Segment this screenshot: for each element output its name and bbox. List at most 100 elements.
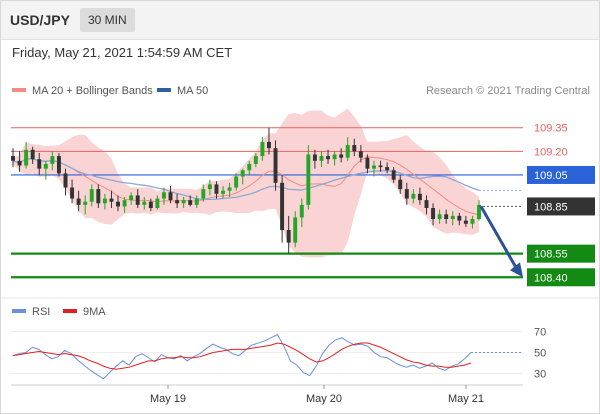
symbol-title: USD/JPY (10, 12, 70, 28)
candle-body (372, 165, 376, 169)
candle-body (280, 182, 285, 231)
legend-ma50: MA 50 (157, 85, 208, 97)
candle-body (404, 189, 409, 199)
candle-body (221, 190, 225, 194)
candle-body (11, 156, 15, 161)
candle-body (175, 200, 180, 204)
candle-body (37, 159, 42, 169)
candle-body (299, 204, 304, 218)
candle-body (181, 200, 186, 204)
price-label-109-05-box (527, 165, 595, 184)
legend-ma20: MA 20 + Bollinger Bands (12, 85, 153, 97)
timeframe-button[interactable]: 30 MIN (80, 8, 135, 32)
legend-9ma: 9MA (63, 306, 106, 318)
candle-body (293, 217, 298, 243)
candle-body (83, 201, 88, 205)
candle-body (391, 170, 396, 180)
candle-body (431, 208, 436, 220)
ma20-line (12, 156, 480, 215)
rsi-series-9ma (12, 342, 472, 370)
price-label-109-35: 109.35 (534, 123, 568, 135)
rsi-tick-70: 70 (534, 327, 546, 339)
x-tick-label: May 21 (448, 393, 484, 405)
candle-body (56, 156, 61, 174)
candle-body (424, 200, 429, 209)
candle-body (96, 189, 101, 204)
candle-body (385, 167, 390, 171)
candle-body (155, 198, 160, 209)
candle-body (234, 176, 239, 188)
candle-body (332, 154, 337, 160)
timestamp: Friday, May 21, 2021 1:54:59 AM CET (12, 45, 233, 60)
candle-body (378, 165, 383, 168)
legend-ma20-label: MA 20 + Bollinger Bands (32, 85, 153, 97)
price-label-108-40-box (527, 268, 595, 287)
candle-body (24, 149, 29, 166)
x-tick-label: May 20 (306, 393, 342, 405)
candle-body (129, 195, 134, 201)
candle-body (477, 204, 481, 220)
price-label-108-55: 108.55 (534, 249, 568, 261)
legend-ma50-swatch (157, 88, 171, 93)
top-bar: USD/JPY 30 MIN (1, 1, 599, 40)
candle-body (450, 215, 455, 220)
candle-body (444, 214, 449, 220)
candle-body (345, 145, 350, 158)
candle-body (411, 193, 416, 199)
legend-rsi-label: RSI (32, 306, 51, 318)
candle-body (142, 201, 147, 205)
candle-body (470, 219, 475, 224)
candle-body (365, 157, 370, 169)
candle-body (267, 141, 271, 149)
legend-rsi: RSI (12, 306, 50, 318)
candle-body (260, 141, 265, 157)
research-credit: Research © 2021 Trading Central (425, 85, 590, 97)
candle-body (312, 154, 317, 161)
price-label-108-40: 108.40 (534, 272, 568, 284)
candle-body (417, 193, 422, 201)
candle-body (463, 220, 468, 224)
forecast-arrow-shaft (479, 205, 519, 271)
candle-body (168, 192, 173, 201)
candle-body (227, 187, 232, 191)
candle-body (161, 192, 166, 199)
candle-body (17, 160, 22, 166)
candle-body (352, 145, 357, 152)
candle-body (207, 184, 212, 190)
candle-body (194, 198, 199, 205)
candle-body (240, 170, 245, 177)
candle-body (63, 173, 68, 188)
legend-ma50-label: MA 50 (177, 85, 209, 97)
candle-body (50, 156, 55, 164)
rsi-tick-30: 30 (534, 369, 546, 381)
x-tick-label: May 19 (150, 393, 186, 405)
price-label-109-20: 109.20 (534, 146, 568, 158)
candle-body (214, 184, 219, 194)
candle-body (247, 163, 252, 171)
candle-body (43, 163, 48, 169)
price-label-108-85: 108.85 (534, 201, 568, 213)
legend-9ma-label: 9MA (83, 306, 106, 318)
candle-body (30, 149, 35, 160)
legend-ma20-swatch (12, 88, 26, 93)
candle-body (148, 201, 153, 209)
rsi-tick-50: 50 (534, 348, 546, 360)
candle-body (201, 189, 206, 199)
candle-body (122, 200, 127, 207)
candle-body (306, 154, 311, 205)
candle-body (457, 215, 462, 221)
candle-body (76, 198, 81, 205)
candle-body (70, 187, 75, 199)
forecast-arrow-head (510, 262, 523, 278)
candle-body (339, 154, 344, 158)
candle-body (398, 179, 403, 190)
candle-body (437, 214, 442, 220)
rsi-series-rsi (12, 333, 472, 380)
candle-body (253, 156, 258, 164)
price-label-108-85-box (527, 197, 595, 216)
ma50-line (12, 158, 480, 201)
legend-9ma-swatch (63, 309, 77, 314)
candle-body (286, 230, 291, 243)
